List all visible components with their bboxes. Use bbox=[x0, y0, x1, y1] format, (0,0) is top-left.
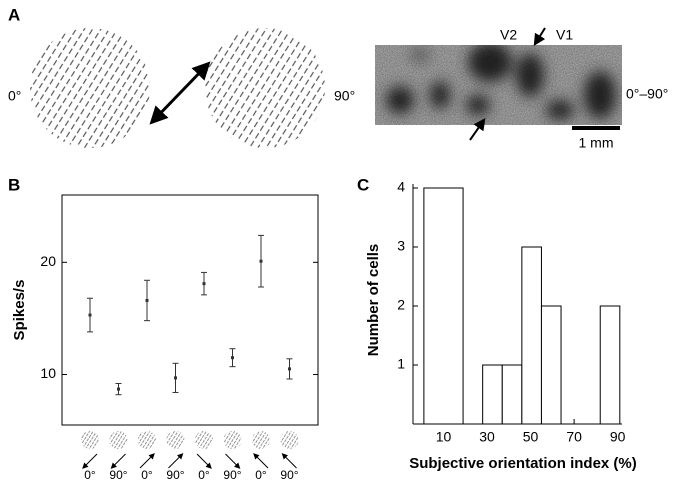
histogram-bar bbox=[501, 364, 523, 425]
grating-icon bbox=[280, 431, 299, 449]
x-tick-label: 30 bbox=[479, 429, 495, 445]
grating-icon bbox=[195, 431, 213, 449]
x-axis-label: Subjective orientation index (%) bbox=[409, 455, 637, 472]
direction-arrow bbox=[253, 453, 269, 469]
stimulus-label: 0° bbox=[8, 88, 21, 104]
x-tick-label: 90 bbox=[610, 429, 626, 445]
direction-arrow bbox=[82, 453, 98, 469]
x-tick-label: 0° bbox=[84, 468, 96, 482]
mean-point bbox=[145, 298, 149, 302]
scale-bar-label: 1 mm bbox=[579, 135, 614, 151]
y-axis-label: Spikes/s bbox=[11, 280, 28, 341]
histogram-bar bbox=[540, 305, 562, 425]
panel-label: B bbox=[8, 175, 20, 194]
grating-icon bbox=[138, 431, 156, 449]
histogram-bar bbox=[521, 246, 542, 425]
mean-point bbox=[231, 356, 234, 360]
direction-arrow bbox=[281, 453, 297, 469]
y-tick-label: 20 bbox=[40, 253, 56, 269]
grating-icon bbox=[166, 431, 185, 449]
x-tick-label: 0° bbox=[198, 468, 210, 482]
x-tick-label: 70 bbox=[566, 429, 582, 445]
grating-icon bbox=[252, 431, 270, 449]
grating-icon bbox=[109, 431, 128, 449]
area-label: V1 bbox=[556, 27, 573, 43]
stimulus-label: 90° bbox=[334, 88, 355, 104]
grating-icon bbox=[81, 431, 99, 449]
mean-point bbox=[288, 367, 291, 371]
direction-arrow bbox=[139, 453, 155, 469]
mean-point bbox=[88, 313, 92, 317]
x-tick-label: 90° bbox=[109, 468, 127, 482]
y-tick-label: 10 bbox=[40, 365, 56, 381]
border-arrow bbox=[533, 27, 546, 47]
y-tick-label: 4 bbox=[397, 179, 405, 195]
grating bbox=[205, 28, 325, 148]
area-label: V2 bbox=[500, 27, 517, 43]
grating-icon bbox=[223, 431, 242, 449]
histogram-bar bbox=[423, 187, 464, 425]
grating bbox=[30, 28, 150, 148]
x-tick-label: 50 bbox=[523, 429, 539, 445]
x-tick-label: 90° bbox=[280, 468, 298, 482]
border-arrow bbox=[469, 118, 486, 141]
x-tick-label: 0° bbox=[255, 468, 267, 482]
y-tick-label: 1 bbox=[397, 356, 405, 372]
mean-point bbox=[117, 387, 120, 391]
y-tick-label: 2 bbox=[397, 297, 405, 313]
panel-label: A bbox=[8, 5, 20, 24]
y-tick-label: 3 bbox=[397, 238, 405, 254]
x-tick-label: 10 bbox=[436, 429, 452, 445]
x-tick-label: 90° bbox=[166, 468, 184, 482]
plot-frame bbox=[61, 194, 319, 426]
panel-label: C bbox=[357, 175, 369, 194]
mean-point bbox=[174, 376, 177, 380]
optical-image bbox=[375, 45, 622, 125]
histogram-bar bbox=[599, 305, 621, 425]
double-arrow bbox=[149, 61, 211, 125]
y-axis-label: Number of cells bbox=[365, 244, 382, 357]
x-tick-label: 0° bbox=[141, 468, 153, 482]
histogram-bar bbox=[482, 364, 503, 425]
direction-arrow bbox=[196, 453, 212, 469]
mean-point bbox=[202, 282, 206, 286]
mean-point bbox=[259, 259, 263, 263]
direction-arrow bbox=[168, 453, 184, 469]
x-tick-label: 90° bbox=[223, 468, 241, 482]
image-condition: 0°–90° bbox=[626, 86, 668, 102]
direction-arrow bbox=[225, 453, 241, 469]
direction-arrow bbox=[110, 453, 126, 469]
